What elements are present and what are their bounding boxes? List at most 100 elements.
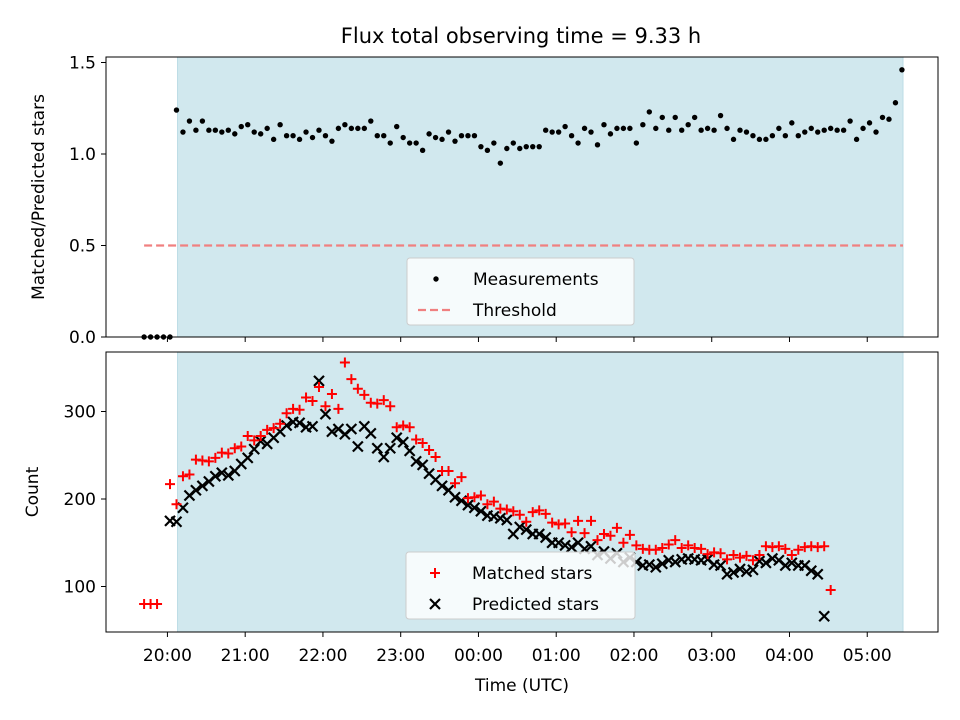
- measurement-point: [549, 129, 555, 135]
- cross-b: [384, 442, 397, 455]
- measurement-point: [646, 109, 653, 115]
- matched-star-point: [236, 441, 247, 452]
- cross-b: [773, 554, 785, 567]
- measurement-point: [717, 112, 724, 119]
- measurement-point: [439, 136, 445, 143]
- matched-star-point: [579, 528, 590, 539]
- measurement-point: [562, 123, 568, 130]
- cross-b: [740, 565, 753, 578]
- cross-b: [423, 467, 435, 480]
- bottom-y-tick-label: 100: [64, 578, 96, 598]
- predicted-star-point: [352, 440, 364, 453]
- measurement-point: [827, 125, 834, 132]
- cross-b: [222, 469, 235, 482]
- cross-b: [468, 501, 481, 514]
- matched-star-point: [378, 395, 389, 406]
- cross-b: [727, 566, 740, 579]
- matched-star-point: [443, 466, 454, 476]
- cross-b: [403, 445, 416, 457]
- matched-star-point: [508, 506, 519, 517]
- matched-star-point: [702, 549, 713, 560]
- matched-star-point: [482, 499, 493, 510]
- predicted-star-point: [662, 554, 675, 567]
- predicted-star-point: [293, 417, 306, 429]
- predicted-star-point: [254, 435, 267, 448]
- predicted-star-point: [475, 505, 487, 518]
- bottom-panel: 100 200 300 20:00 21:00 22:00 23:00 00:00 01:00…: [23, 351, 939, 696]
- predicted-star-point: [501, 514, 513, 526]
- measurement-point: [879, 114, 886, 121]
- predicted-star-point: [818, 610, 830, 623]
- matched-star-point: [223, 448, 234, 459]
- predicted-star-point: [533, 528, 545, 540]
- measurement-point: [426, 131, 432, 137]
- cross-b: [643, 558, 656, 571]
- measurement-point: [899, 67, 905, 73]
- predicted-star-point: [585, 540, 597, 553]
- measurement-point: [193, 127, 199, 133]
- predicted-star-point: [319, 408, 332, 420]
- matched-star-point: [262, 424, 273, 435]
- measurement-point: [232, 131, 238, 137]
- measurement-point: [588, 129, 594, 135]
- matched-star-point: [417, 438, 428, 448]
- matched-star-point: [184, 469, 195, 480]
- x-axis-label: Time (UTC): [474, 676, 569, 696]
- matched-star-point: [592, 535, 603, 546]
- matched-star-point: [475, 490, 486, 501]
- measurement-point: [866, 120, 873, 126]
- cross-b: [818, 610, 830, 623]
- predicted-star-point: [760, 557, 772, 569]
- cross-b: [539, 531, 552, 544]
- cross-b: [241, 452, 254, 464]
- measurement-point: [860, 125, 866, 132]
- cross-b: [701, 553, 714, 566]
- measurement-point: [653, 125, 659, 132]
- measurement-point: [581, 125, 588, 132]
- measurement-point: [575, 140, 581, 146]
- cross-b: [352, 440, 364, 453]
- cross-b: [216, 466, 228, 479]
- measurement-point: [633, 140, 640, 146]
- matched-star-point: [670, 535, 681, 546]
- measurement-point: [413, 140, 419, 146]
- measurement-point: [296, 136, 303, 143]
- predicted-star-point: [190, 484, 202, 497]
- matched-star-point: [346, 374, 357, 385]
- matched-star-point: [333, 403, 344, 414]
- predicted-star-point: [384, 442, 397, 455]
- predicted-star-point: [241, 452, 254, 464]
- predicted-star-point: [390, 431, 403, 444]
- legend-label: Measurements: [473, 270, 599, 290]
- measurement-point: [432, 134, 439, 141]
- matched-star-point: [754, 550, 765, 560]
- cross-b: [397, 436, 409, 448]
- measurement-point: [840, 127, 847, 133]
- matched-star-point: [728, 550, 739, 560]
- measurement-point: [361, 125, 368, 132]
- matched-star-point: [618, 537, 629, 548]
- measurement-point: [607, 131, 614, 137]
- measurement-point: [640, 122, 646, 128]
- top-y-tick-label: 0.0: [69, 328, 96, 348]
- legend-box: [405, 551, 636, 620]
- cross-b: [747, 564, 759, 576]
- measurement-point: [601, 122, 607, 128]
- cross-b: [319, 408, 332, 420]
- legend-label: Threshold: [472, 301, 557, 321]
- matched-star-point: [469, 492, 480, 503]
- cross-b: [669, 556, 682, 568]
- measurement-point: [206, 127, 212, 133]
- bottom-plot-frame: [105, 351, 939, 633]
- bottom-y-axis-label: Count: [23, 466, 43, 517]
- predicted-star-point: [565, 541, 578, 553]
- bottom-y-tick-label: 200: [64, 490, 96, 510]
- cross-b: [449, 491, 461, 504]
- legend-label: Matched stars: [472, 564, 592, 584]
- cross-b: [779, 559, 792, 572]
- cross-b: [805, 564, 818, 577]
- bottom-x-tick-label: 01:00: [532, 646, 581, 666]
- measurement-point: [536, 143, 542, 150]
- matched-star-point: [683, 540, 694, 551]
- bottom-x-tick-label: 20:00: [143, 646, 192, 666]
